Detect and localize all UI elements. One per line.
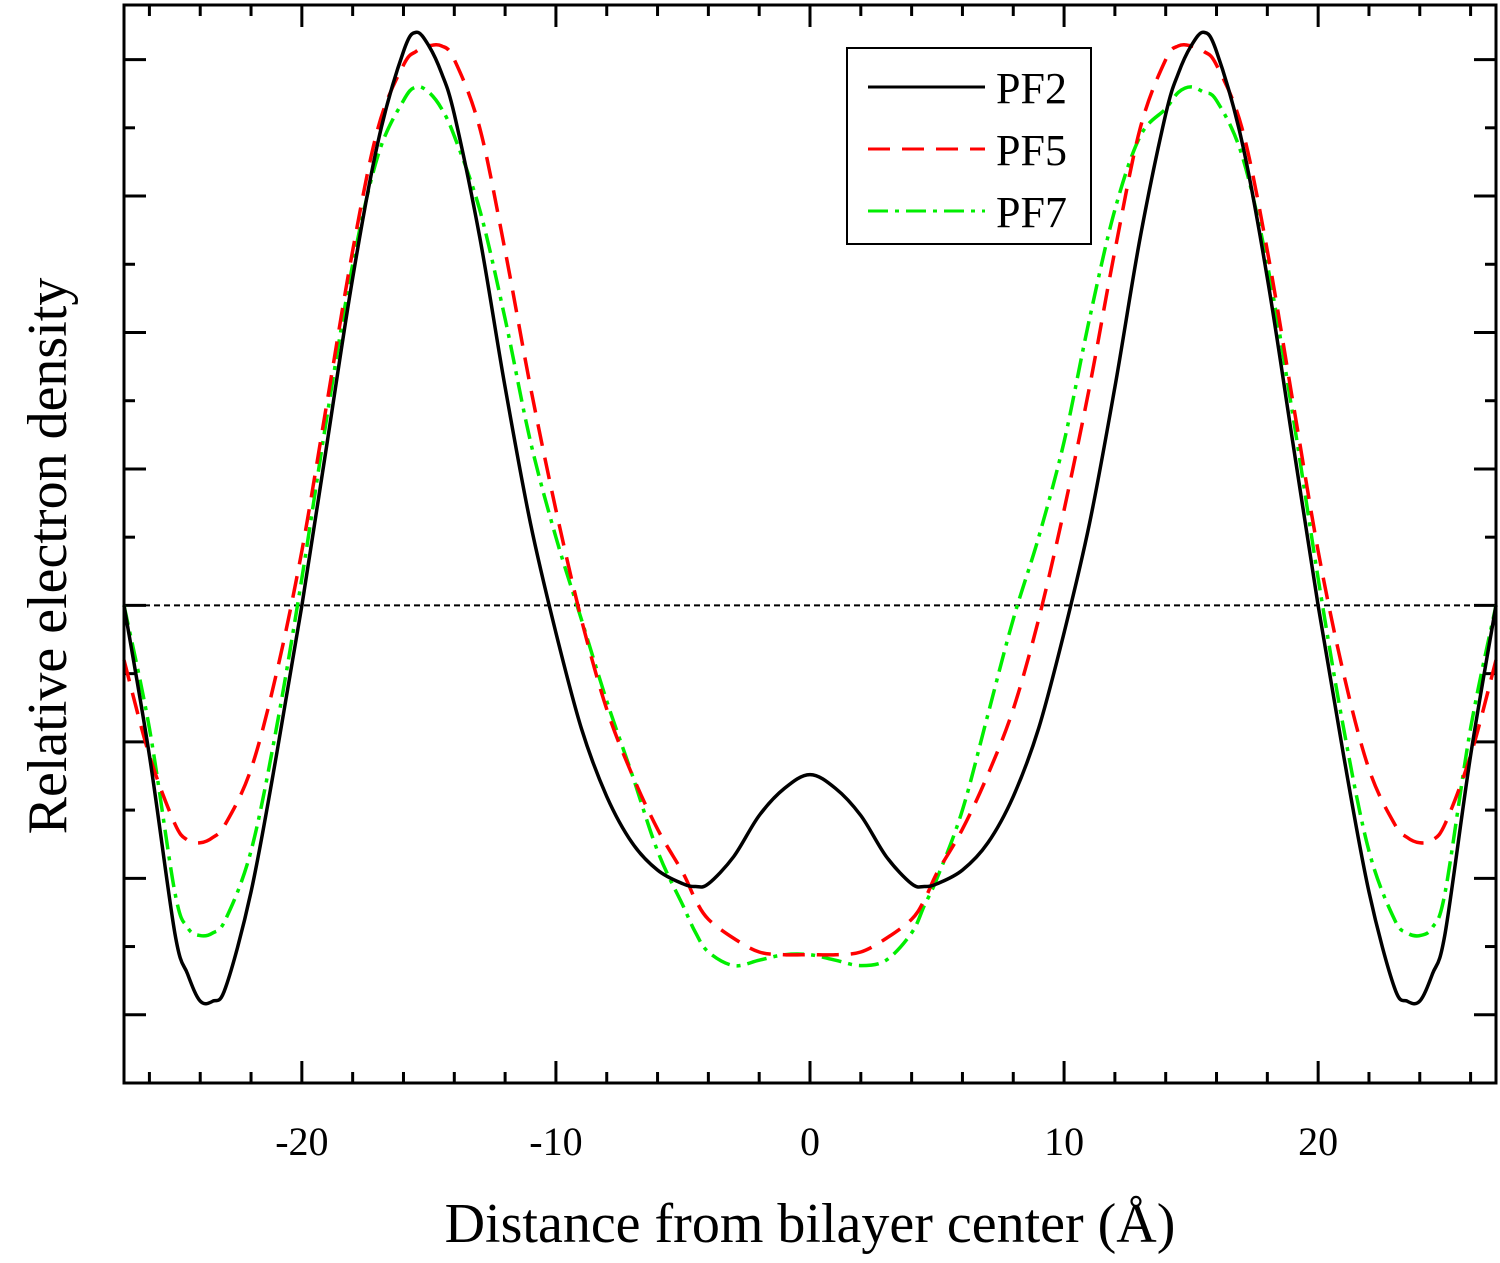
y-axis-label: Relative electron density bbox=[17, 278, 79, 835]
legend: PF2 PF5 PF7 bbox=[846, 47, 1092, 245]
x-axis-tick-labels: -20 -10 0 10 20 bbox=[275, 1119, 1338, 1164]
x-axis-ticks bbox=[147, 5, 1473, 1083]
x-tick-label: 20 bbox=[1298, 1119, 1338, 1164]
x-tick-label: 0 bbox=[800, 1119, 820, 1164]
series-layer bbox=[122, 30, 1498, 1006]
series-line-pf7 bbox=[122, 84, 1498, 968]
y-axis-ticks bbox=[124, 58, 1496, 1085]
x-tick-label: -10 bbox=[529, 1119, 582, 1164]
x-tick-label: 10 bbox=[1044, 1119, 1084, 1164]
plot-frame bbox=[122, 3, 1498, 1085]
legend-label-pf7: PF7 bbox=[996, 188, 1067, 237]
x-tick-label: -20 bbox=[275, 1119, 328, 1164]
series-line-pf5 bbox=[122, 42, 1498, 957]
x-axis-label: Distance from bilayer center (Å) bbox=[445, 1193, 1176, 1255]
series-line-pf2 bbox=[122, 30, 1498, 1006]
legend-label-pf5: PF5 bbox=[996, 126, 1067, 175]
legend-label-pf2: PF2 bbox=[996, 64, 1067, 113]
